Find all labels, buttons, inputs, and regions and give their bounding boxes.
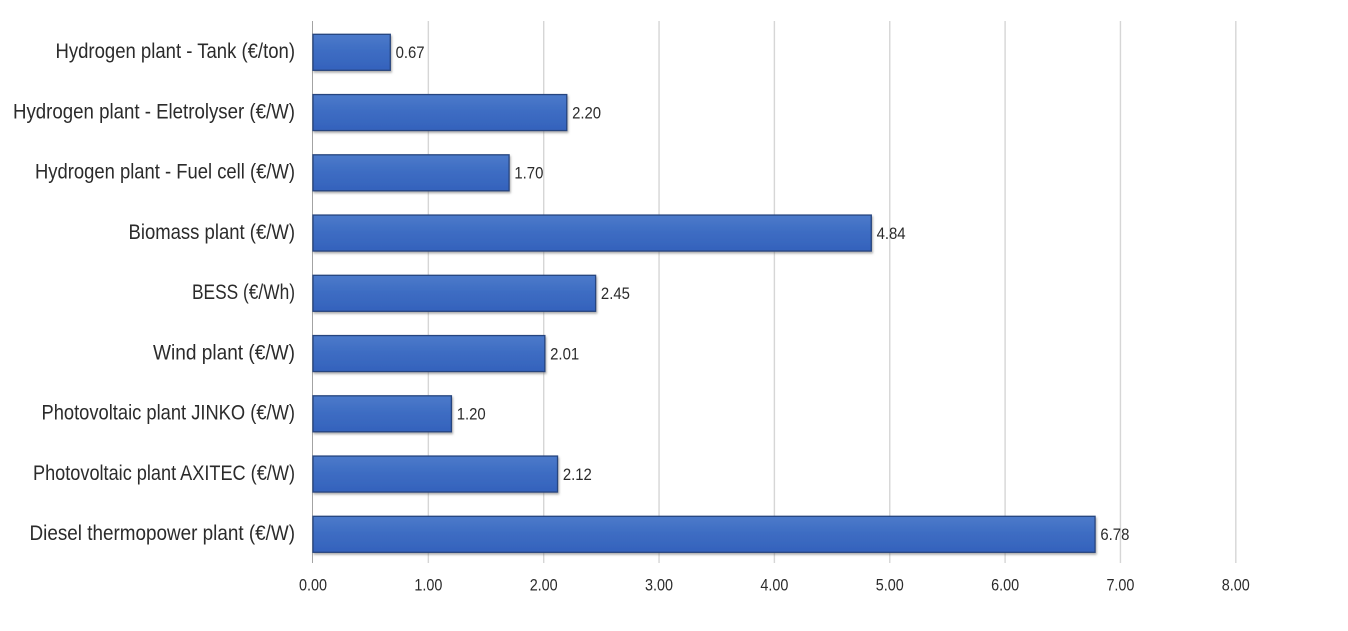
svg-text:Hydrogen plant - Tank (€/ton): Hydrogen plant - Tank (€/ton): [56, 40, 296, 63]
svg-text:8.00: 8.00: [1222, 577, 1250, 595]
svg-text:Photovoltaic plant AXITEC (€/W: Photovoltaic plant AXITEC (€/W): [33, 462, 295, 485]
svg-text:6.78: 6.78: [1100, 526, 1129, 544]
svg-text:3.00: 3.00: [645, 577, 673, 595]
svg-text:2.45: 2.45: [601, 285, 630, 303]
svg-text:0.00: 0.00: [299, 577, 327, 595]
svg-text:Diesel thermopower plant (€/W): Diesel thermopower plant (€/W): [30, 522, 296, 545]
svg-text:0.67: 0.67: [396, 44, 425, 62]
svg-text:1.20: 1.20: [457, 406, 486, 424]
svg-text:4.84: 4.84: [877, 225, 906, 243]
svg-text:2.01: 2.01: [550, 345, 579, 363]
svg-text:2.12: 2.12: [563, 466, 592, 484]
svg-text:1.70: 1.70: [514, 165, 543, 183]
svg-text:1.00: 1.00: [414, 577, 442, 595]
svg-text:Hydrogen plant - Eletrolyser (: Hydrogen plant - Eletrolyser (€/W): [13, 100, 295, 123]
svg-text:4.00: 4.00: [760, 577, 788, 595]
svg-text:7.00: 7.00: [1106, 577, 1134, 595]
svg-text:Photovoltaic plant JINKO (€/W): Photovoltaic plant JINKO (€/W): [42, 402, 296, 425]
svg-text:Biomass plant (€/W): Biomass plant (€/W): [129, 221, 296, 244]
svg-text:Hydrogen plant - Fuel cell (€/: Hydrogen plant - Fuel cell (€/W): [35, 161, 295, 184]
svg-text:BESS (€/Wh): BESS (€/Wh): [192, 281, 295, 304]
svg-text:2.00: 2.00: [530, 577, 558, 595]
svg-text:5.00: 5.00: [876, 577, 904, 595]
svg-text:6.00: 6.00: [991, 577, 1019, 595]
svg-text:2.20: 2.20: [572, 104, 601, 122]
svg-text:Wind plant (€/W): Wind plant (€/W): [153, 341, 295, 364]
